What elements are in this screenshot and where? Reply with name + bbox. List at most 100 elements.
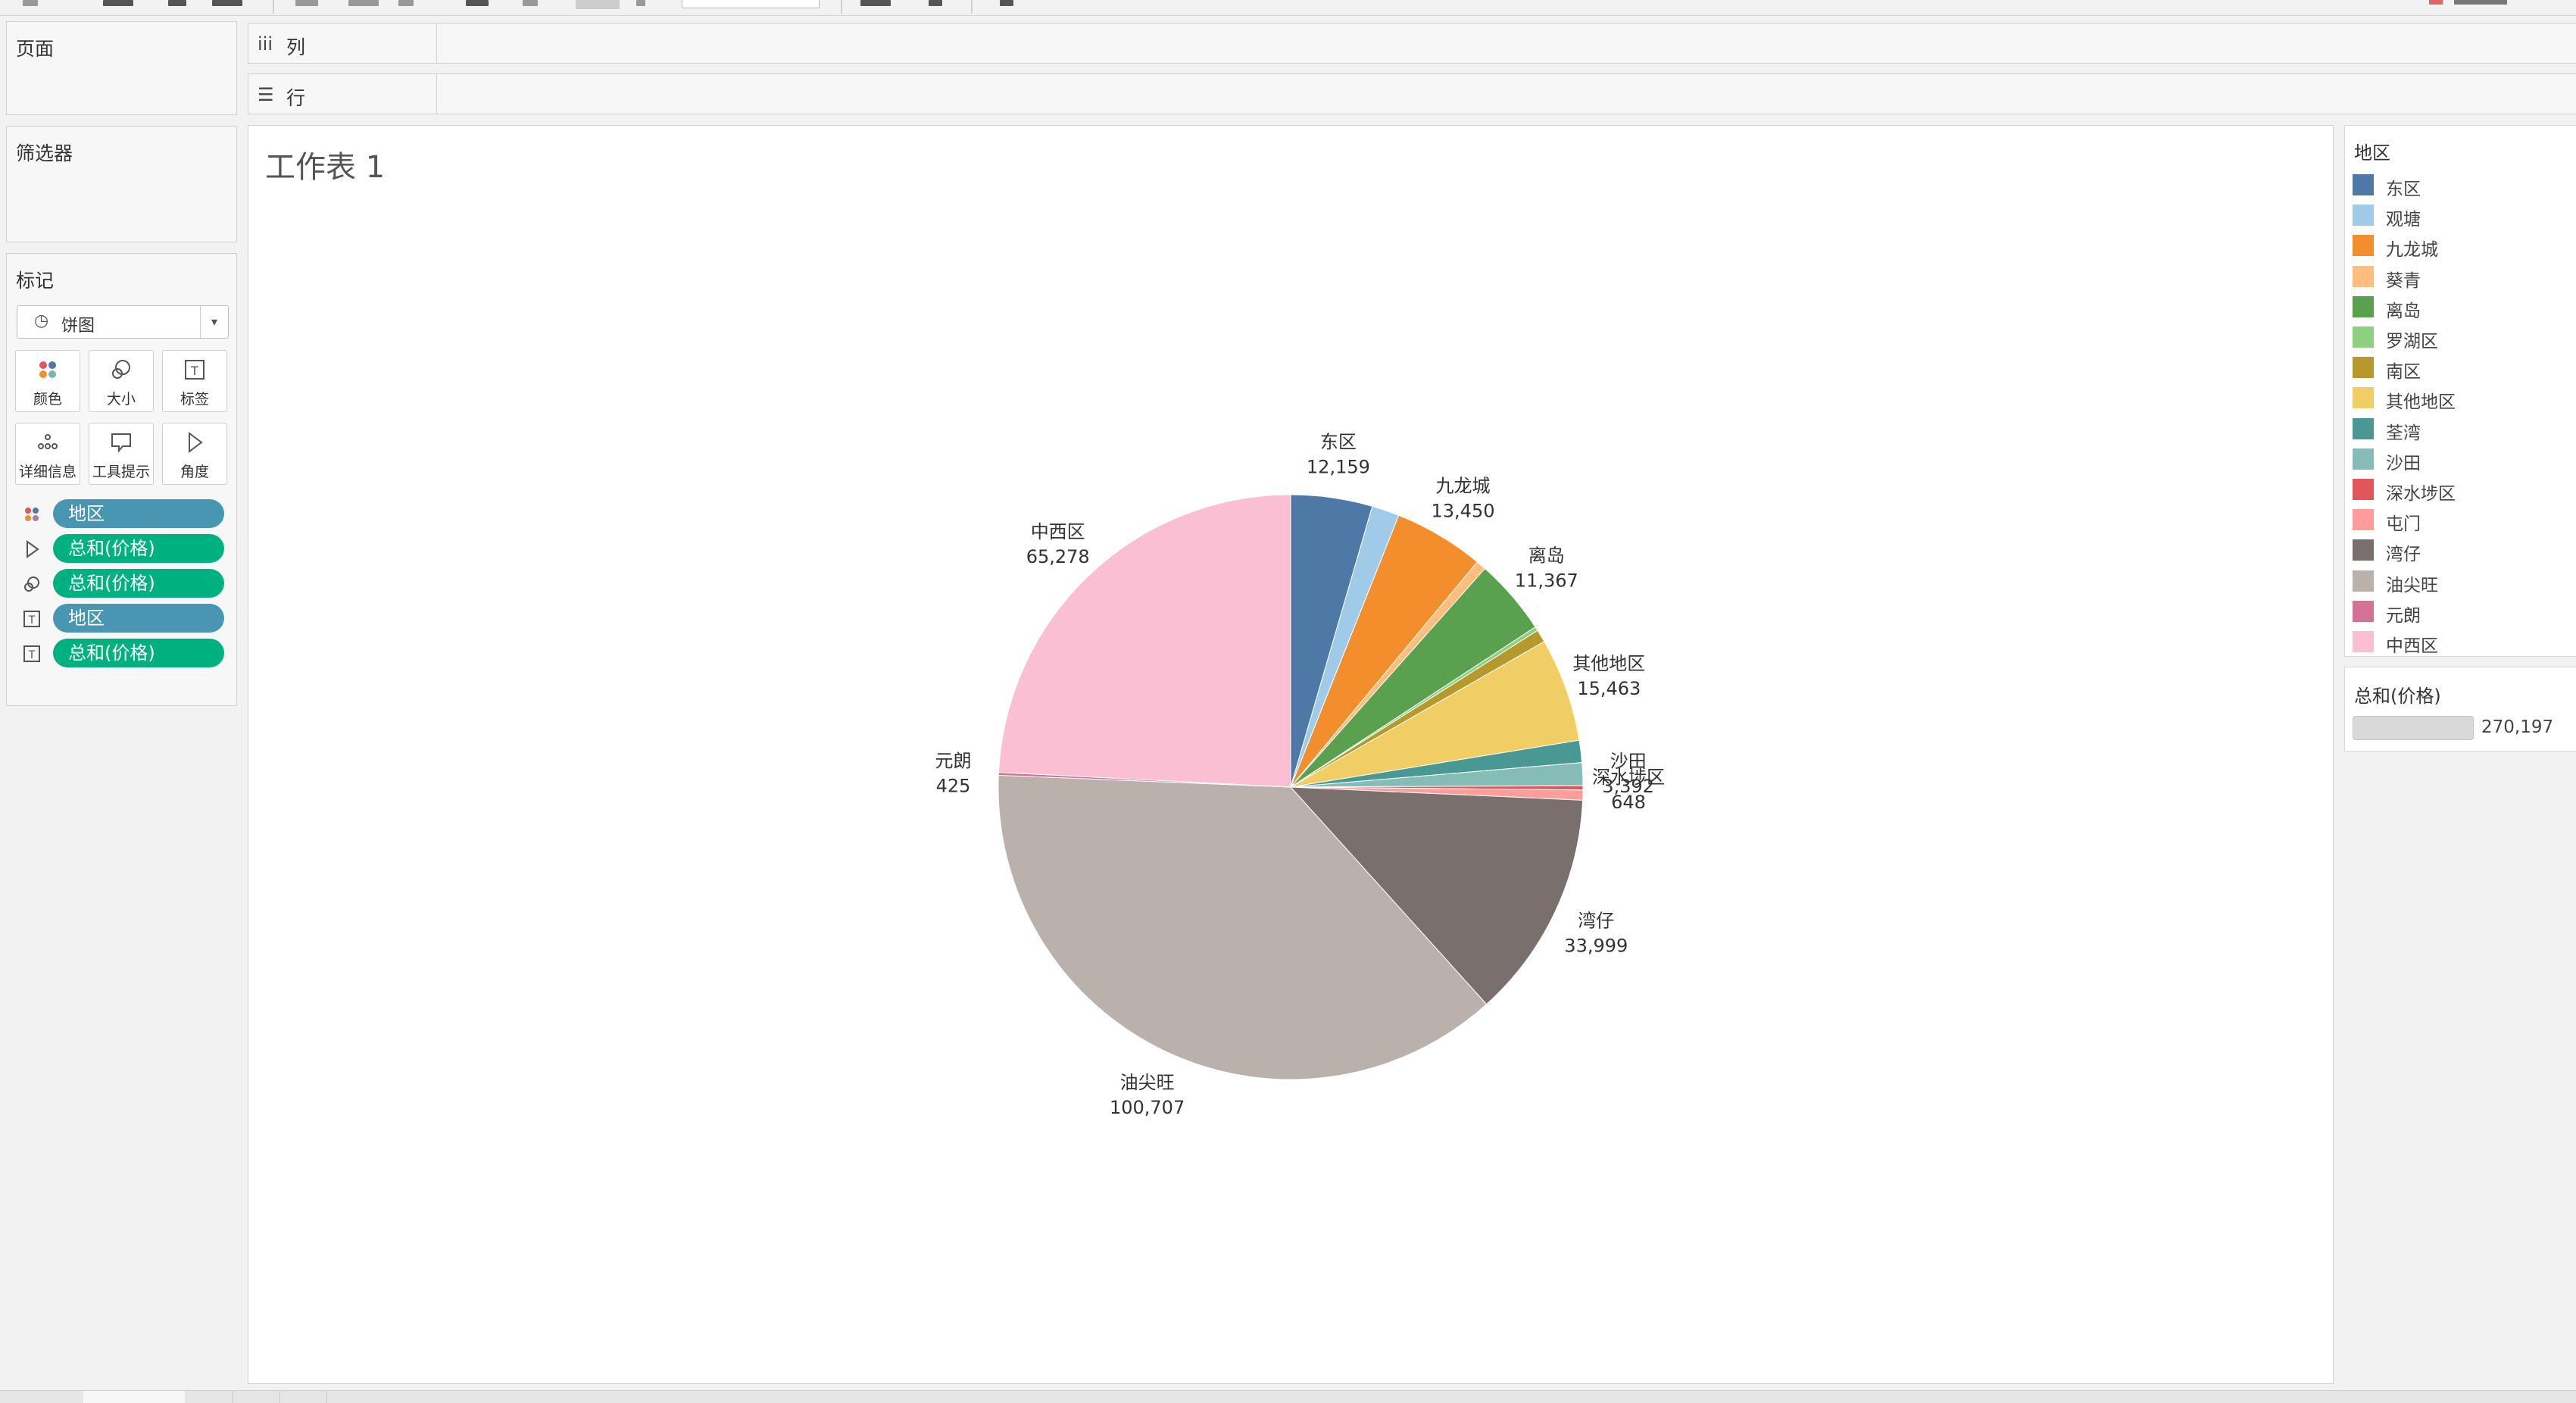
color-dots-icon [16,358,80,386]
legend-item[interactable]: 油尖旺 [2353,564,2572,595]
pie-slice[interactable] [1290,641,1580,788]
fix-axes-icon[interactable] [636,0,645,6]
dimension-pill[interactable]: 地区 [53,499,224,528]
legend-item[interactable]: 屯门 [2353,503,2572,534]
legend-item[interactable]: 深水埗区 [2353,473,2572,504]
columns-icon: iii [258,33,273,55]
legend-item[interactable]: 元朗 [2353,595,2572,626]
legend-item[interactable]: 东区 [2353,168,2572,199]
legend-item[interactable]: 南区 [2353,351,2572,382]
legend-swatch [2353,479,2374,500]
legend-label: 葵青 [2386,270,2421,291]
mark-type-dropdown[interactable]: ◷ 饼图 ▾ [17,305,229,339]
measure-pill[interactable]: 总和(价格) [53,534,224,563]
new-story-tab[interactable] [279,1391,327,1403]
detail-button[interactable]: 详细信息 [15,423,80,485]
new-dashboard-tab[interactable] [233,1391,280,1403]
pie-label-category: 中西区 [1031,521,1085,542]
pie-label-value: 648 [1611,792,1646,813]
fit-dropdown[interactable] [682,0,820,8]
label-marks-icon[interactable] [576,0,620,9]
new-datasource-icon[interactable] [103,0,133,6]
legend-item[interactable]: 荃湾 [2353,412,2572,443]
new-sheet-tab[interactable] [186,1391,233,1403]
mark-field-color[interactable]: 地区 [20,499,224,530]
presentation-icon[interactable] [860,0,891,6]
legend-label: 中西区 [2386,636,2438,656]
undo-icon[interactable] [23,0,38,6]
mark-field-angle[interactable]: 总和(价格) [20,534,224,564]
worksheet-view[interactable]: 工作表 1 东区 12,159 九龙城 13,450 离岛 11,367 其他地区 15,46… [248,125,2334,1384]
measure-pill[interactable]: 总和(价格) [53,639,224,667]
pie-label-value: 15,463 [1577,678,1641,699]
legend-swatch [2353,570,2374,592]
pie-label-category: 离岛 [1528,545,1565,567]
measure-pill[interactable]: 总和(价格) [53,569,224,598]
legend-label: 东区 [2386,180,2421,199]
sheet-tab[interactable] [83,1391,186,1403]
tooltip-icon [89,431,153,459]
legend-item[interactable]: 葵青 [2353,260,2572,291]
save-icon[interactable] [168,0,186,6]
legend-swatch [2353,600,2374,622]
legend-swatch [2353,387,2374,409]
legend-label: 沙田 [2386,453,2421,473]
pie-label-category: 深水埗区 [1592,767,1665,788]
pie-slice[interactable] [998,494,1291,788]
dimension-pill[interactable]: 地区 [53,604,224,633]
show-me-button[interactable] [2454,0,2507,5]
size-legend-swatch [2353,716,2474,740]
pie-label-category: 湾仔 [1578,910,1614,931]
group-icon[interactable] [523,0,538,6]
clear-sheet-icon[interactable] [212,0,242,6]
rows-shelf-label: ☰ 行 [248,74,437,114]
color-legend: 地区 东区 观塘 九龙城 葵青 离岛 罗湖区 南区 其他地区 荃湾 沙田 深水埗区 屯门 湾仔 油尖旺 元朗… [2344,125,2576,657]
pie-slice[interactable] [1289,786,1584,1005]
tooltip-button[interactable]: 工具提示 [89,423,154,485]
legend-swatch [2353,205,2374,227]
legend-label: 油尖旺 [2386,575,2438,595]
filters-card[interactable]: 筛选器 [6,126,237,242]
highlight-icon[interactable] [466,0,489,6]
pie-label-value: 3,392 [1602,776,1654,797]
pie-slice[interactable] [998,774,1488,1080]
chevron-down-icon[interactable]: ▾ [200,306,228,338]
detail-button-label: 详细信息 [18,464,76,480]
swap-icon[interactable] [295,0,318,6]
legend-swatch [2353,174,2374,195]
legend-swatch [2353,265,2374,287]
sort-icon[interactable] [348,0,379,6]
legend-item[interactable]: 离岛 [2353,290,2572,321]
legend-item[interactable]: 九龙城 [2353,229,2572,261]
columns-shelf[interactable]: iii 列 [248,23,2576,64]
mark-field-label[interactable]: T 地区 [20,604,224,634]
legend-item[interactable]: 观塘 [2353,198,2572,230]
color-button[interactable]: 颜色 [15,350,80,412]
legend-item[interactable]: 沙田 [2353,442,2572,473]
angle-button[interactable]: 角度 [162,423,227,485]
mark-field-label[interactable]: T 总和(价格) [20,639,224,669]
legend-label: 荃湾 [2386,423,2421,443]
label-icon: T [23,610,41,628]
show-me-icon[interactable] [2429,0,2443,5]
legend-item[interactable]: 罗湖区 [2353,320,2572,352]
legend-item[interactable]: 中西区 [2353,625,2572,656]
share-icon[interactable] [929,0,942,6]
label-button[interactable]: T 标签 [162,350,227,412]
pie-label-value: 13,450 [1432,500,1495,521]
sheet-title: 工作表 1 [265,150,386,185]
filters-title: 筛选器 [16,142,73,164]
toolbar [0,0,2576,16]
rows-shelf[interactable]: ☰ 行 [248,73,2576,114]
legend-label: 观塘 [2386,210,2421,230]
sort-desc-icon[interactable] [398,0,414,6]
legend-label: 九龙城 [2386,240,2438,261]
tooltip-toggle-icon[interactable] [1000,0,1013,6]
toolbar-separator [273,0,274,14]
legend-item[interactable]: 湾仔 [2353,533,2572,564]
size-button[interactable]: 大小 [89,350,154,412]
data-source-tab[interactable] [0,1391,84,1403]
color-dots-icon [23,505,41,523]
legend-item[interactable]: 其他地区 [2353,381,2572,412]
mark-field-size[interactable]: 总和(价格) [20,569,224,599]
